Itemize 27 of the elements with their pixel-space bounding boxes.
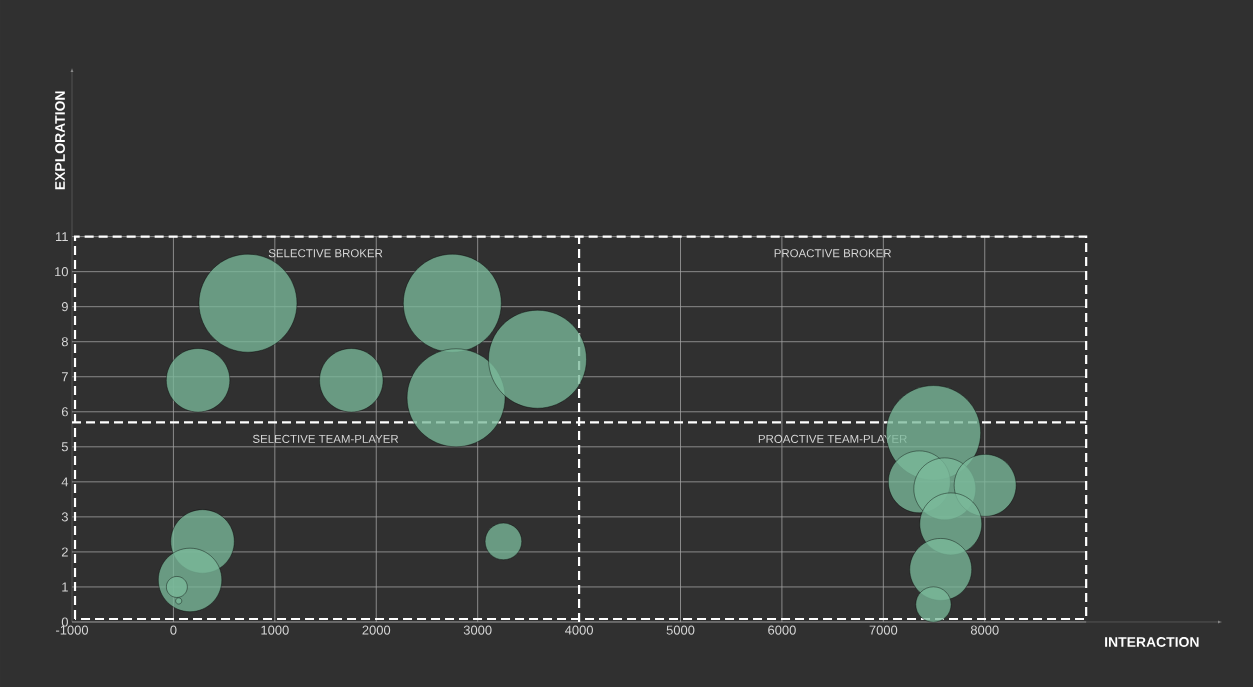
x-tick-label: 6000 (768, 625, 796, 635)
x-axis-title: INTERACTION (1105, 637, 1199, 647)
x-tick-label: 5000 (666, 625, 695, 635)
y-tick-label: 6 (61, 407, 68, 417)
x-tick-label: 0 (170, 625, 177, 635)
y-tick-label: 2 (61, 547, 68, 557)
annotation: PROACTIVE BROKER (774, 249, 891, 258)
y-tick-label: 11 (56, 232, 68, 242)
x-tick-label: 1000 (261, 625, 289, 635)
y-tick-label: 0 (61, 617, 68, 627)
y-tick-label: 9 (61, 302, 68, 312)
annotation: SELECTIVE BROKER (268, 249, 383, 258)
x-tick-label: 8000 (970, 625, 999, 635)
x-tick-label: 7000 (869, 625, 898, 635)
x-tick-label: 3000 (463, 625, 492, 635)
y-axis-title: EXPLORATION (55, 91, 65, 190)
y-tick-label: 1 (62, 582, 68, 592)
x-tick-label: 4000 (564, 625, 593, 635)
y-tick-label: 4 (61, 477, 69, 487)
y-tick-label: 7 (61, 372, 68, 382)
y-tick-label: 10 (55, 267, 68, 277)
y-tick-label: 5 (61, 442, 68, 452)
x-tick-label: -1000 (56, 625, 89, 635)
y-tick-label: 8 (61, 337, 68, 347)
annotation: SELECTIVE TEAM-PLAYER (252, 434, 399, 443)
y-tick-label: 3 (61, 512, 68, 522)
x-tick-label: 2000 (362, 625, 391, 635)
